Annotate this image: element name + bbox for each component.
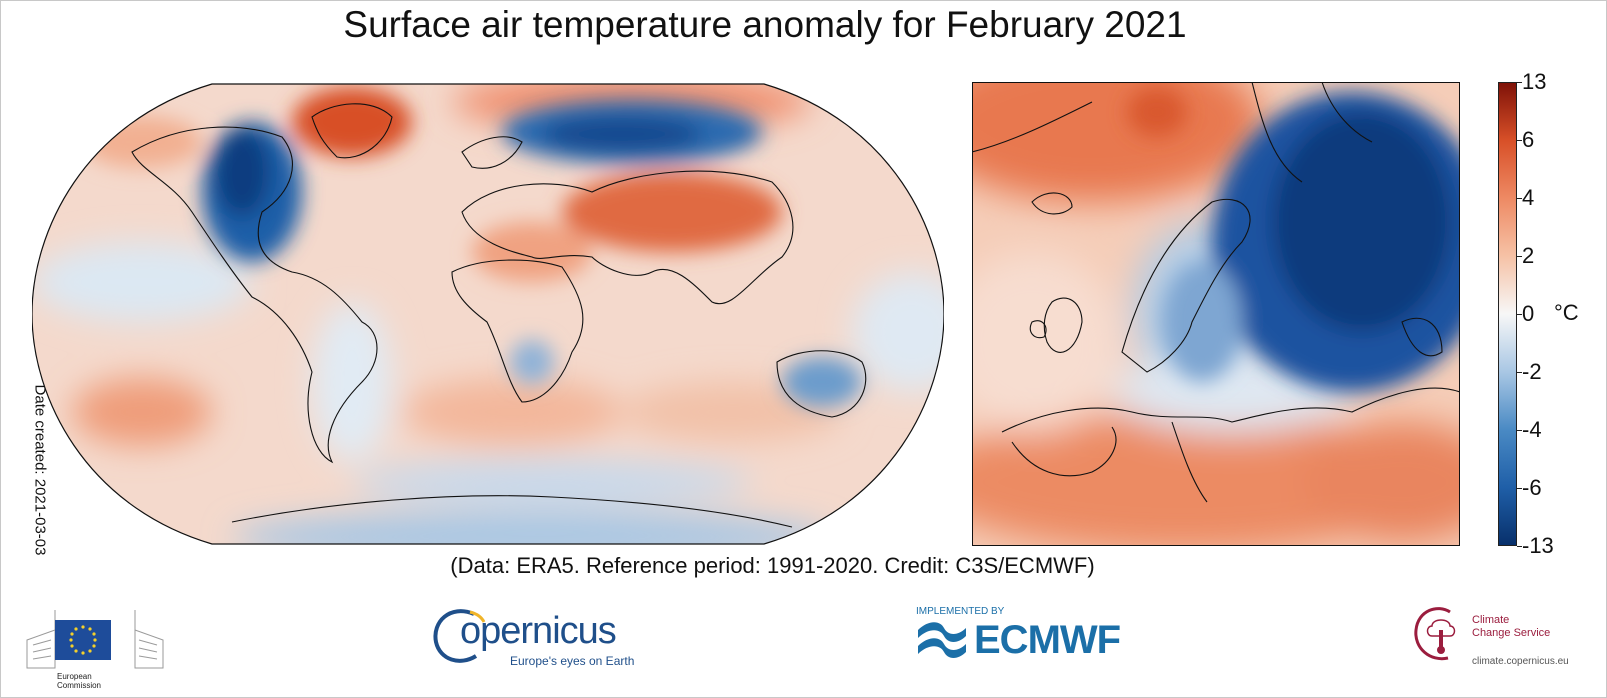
europe-baltic-cool [1162, 262, 1242, 382]
colorbar-tick-mark [1517, 372, 1522, 373]
anomaly-southern-ocean [352, 460, 752, 504]
colorbar-tick-label: -13 [1522, 533, 1554, 558]
colorbar-tick-label: 6 [1522, 127, 1535, 152]
ec-name-line1: European [57, 672, 92, 681]
implemented-by-label: IMPLEMENTED BY [916, 606, 1005, 617]
anomaly-canada-warm [82, 116, 202, 168]
anomaly-north-america-core [214, 127, 270, 217]
colorbar-tick-mark [1517, 546, 1522, 547]
europe-southeast-warm [1302, 422, 1460, 542]
europe-novaya-warm [1127, 87, 1187, 137]
anomaly-australia-cold [782, 357, 862, 407]
anomaly-south-atlantic [402, 378, 622, 446]
c3s-name: Climate Change Service [1472, 614, 1551, 639]
c3s-url: climate.copernicus.eu [1472, 656, 1569, 667]
globe-outline [32, 83, 944, 545]
c3s-logo: Climate Change Service climate.copernicu… [1410, 604, 1600, 674]
colorbar-tick-mark [1517, 82, 1522, 83]
ecmwf-wordmark: ECMWF [974, 618, 1121, 662]
chart-title: Surface air temperature anomaly for Febr… [343, 4, 1187, 45]
europe-russia-core [1272, 112, 1452, 332]
european-commission-logo: European Commission [25, 600, 165, 692]
anomaly-south-pacific [72, 378, 212, 446]
colorbar-tick-label: 13 [1522, 69, 1547, 94]
colorbar-tick-label: 2 [1522, 243, 1535, 268]
colorbar-tick-label: -6 [1522, 475, 1542, 500]
anomaly-central-asia-warm [562, 172, 782, 252]
colorbar-tick-mark [1517, 256, 1522, 257]
anomaly-greenland-warm [292, 87, 412, 157]
colorbar-tick-label: -4 [1522, 417, 1542, 442]
colorbar [1498, 82, 1517, 546]
copernicus-logo: opernicus Europe's eyes on Earth [430, 604, 634, 674]
ecmwf-logo: IMPLEMENTED BY ECMWF [914, 606, 1164, 666]
credit-line: (Data: ERA5. Reference period: 1991-2020… [450, 553, 1095, 578]
anomaly-siberia-core [542, 116, 702, 152]
ec-name-line2: Commission [57, 681, 102, 690]
anomaly-southern-africa-cold [510, 340, 554, 384]
anomaly-antarctica [232, 511, 832, 544]
europe-arctic-warm [972, 82, 1262, 202]
anomaly-north-africa-warm [472, 222, 592, 282]
anomaly-south-america [312, 302, 392, 462]
europe-panel-border [972, 82, 1460, 546]
colorbar-tick-mark [1517, 488, 1522, 489]
copernicus-tagline: Europe's eyes on Earth [510, 654, 635, 668]
europe-coastlines [972, 82, 1460, 503]
ecmwf-waves-icon [918, 622, 966, 658]
colorbar-tick-mark [1517, 430, 1522, 431]
global-coastlines [131, 103, 867, 528]
colorbar-tick-label: 4 [1522, 185, 1535, 210]
colorbar-tick-label: 0 [1522, 301, 1535, 326]
c3s-thermometer-icon [1414, 607, 1456, 661]
colorbar-tick-mark [1517, 314, 1522, 315]
ec-building-icon [26, 610, 164, 669]
anomaly-equatorial-pacific [32, 242, 252, 322]
colorbar-unit: °C [1554, 300, 1579, 325]
colorbar-tick-mark [1517, 198, 1522, 199]
europe-anomaly-map [972, 82, 1460, 546]
colorbar-tick-mark [1517, 140, 1522, 141]
copernicus-wordmark: opernicus [460, 610, 617, 652]
anomaly-indian-ocean [622, 382, 842, 442]
global-anomaly-map [32, 82, 944, 546]
copernicus-swoosh-icon [433, 609, 486, 663]
colorbar-tick-label: -2 [1522, 359, 1542, 384]
